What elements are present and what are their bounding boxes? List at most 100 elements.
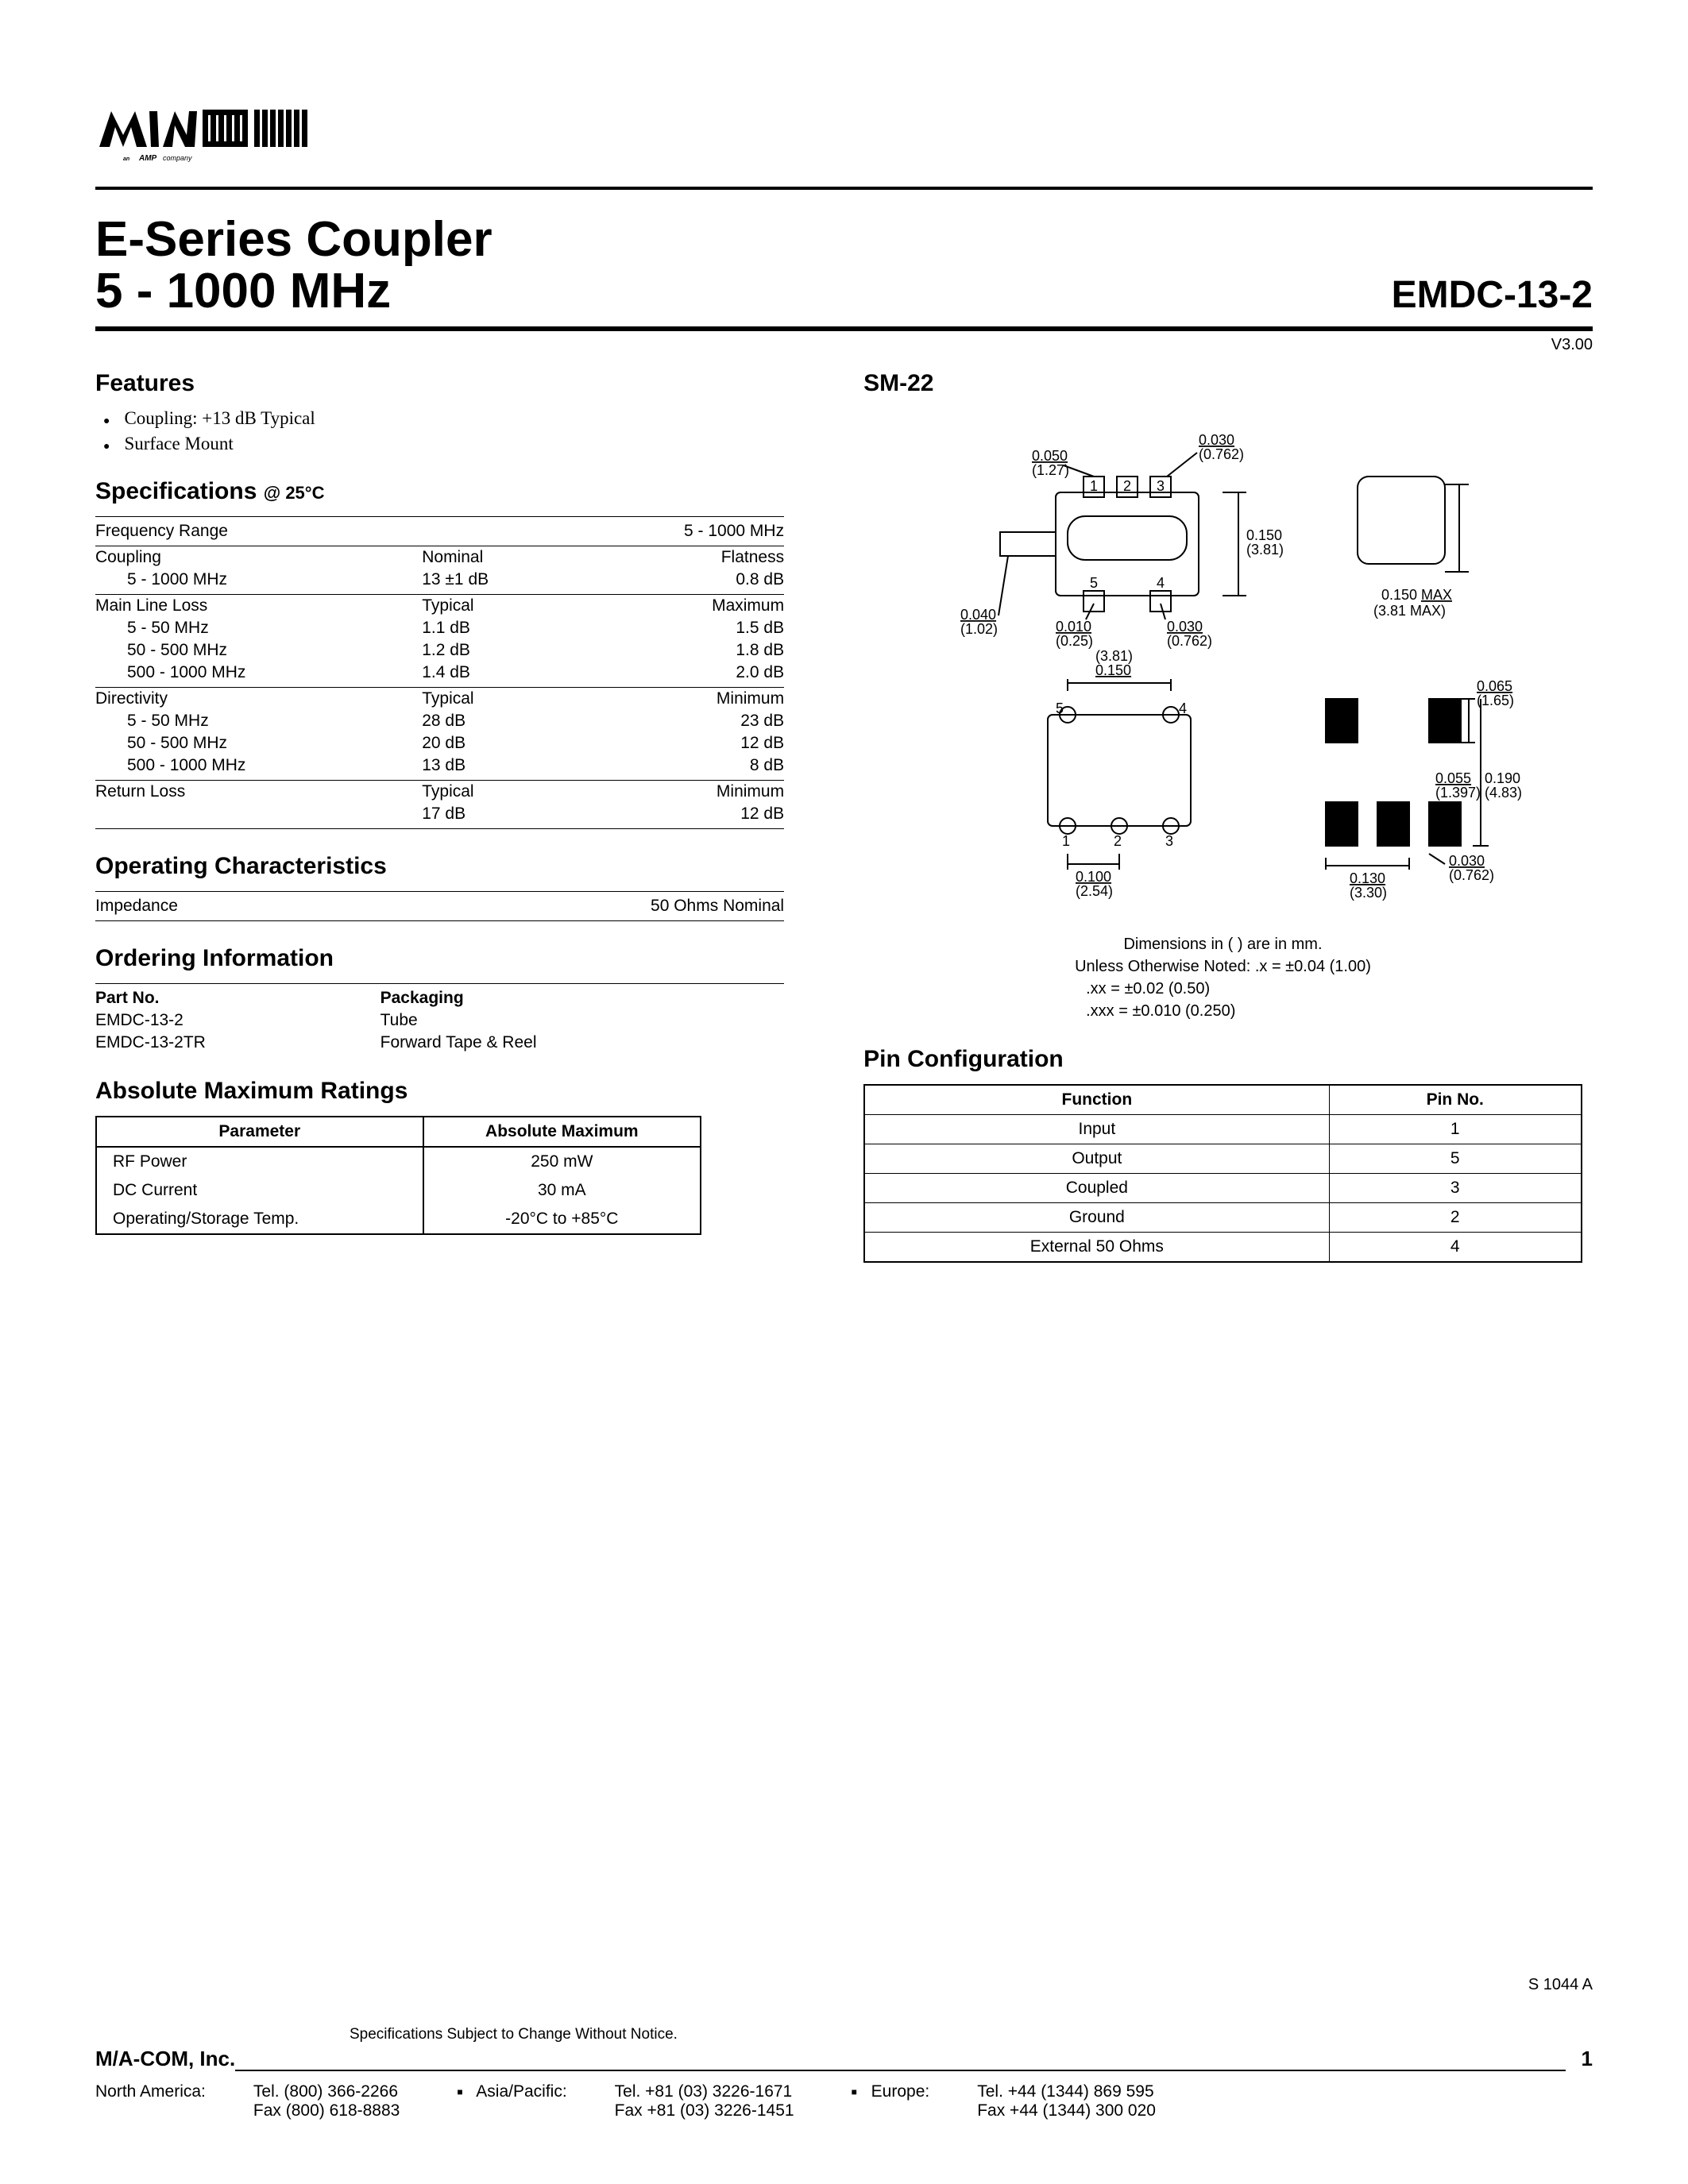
spec-row-c3: 2.0 dB: [566, 662, 784, 688]
bullet-icon: ■: [457, 2086, 462, 2097]
svg-text:(2.54): (2.54): [1076, 883, 1113, 899]
svg-text:(0.762): (0.762): [1199, 446, 1244, 462]
svg-text:0.055: 0.055: [1435, 770, 1471, 786]
pin-table: Function Pin No. Input1 Output5 Coupled3…: [863, 1084, 1582, 1263]
spec-col2: Typical: [422, 688, 566, 711]
ordering-pkg: Forward Tape & Reel: [380, 1032, 784, 1054]
svg-text:company: company: [163, 154, 192, 162]
spec-col3: Minimum: [566, 781, 784, 804]
spec-row-c2: 20 dB: [422, 732, 566, 754]
rule-top: [95, 187, 1593, 190]
amr-col1: Parameter: [96, 1117, 423, 1147]
opchar-value: 50 Ohms Nominal: [358, 892, 784, 921]
spec-row-label: 5 - 50 MHz: [95, 617, 422, 639]
amr-param: DC Current: [96, 1176, 423, 1205]
spec-group-label: Coupling: [95, 546, 422, 569]
ap-tel: Tel. +81 (03) 3226-1671: [615, 2082, 794, 2101]
footer-company: M/A-COM, Inc.: [95, 2047, 235, 2071]
svg-text:(0.762): (0.762): [1449, 867, 1494, 883]
svg-text:0.040: 0.040: [960, 607, 996, 623]
pin-col2: Pin No.: [1329, 1085, 1582, 1115]
logo: an AMP company: [95, 103, 1593, 179]
svg-text:0.030: 0.030: [1167, 619, 1203, 635]
svg-text:1: 1: [1090, 478, 1098, 494]
spec-row-label: 50 - 500 MHz: [95, 732, 422, 754]
spec-row-c3: 12 dB: [566, 803, 784, 829]
svg-text:5: 5: [1056, 700, 1064, 716]
svg-text:0.010: 0.010: [1056, 619, 1091, 635]
svg-text:4: 4: [1179, 700, 1187, 716]
amr-value: -20°C to +85°C: [423, 1205, 701, 1234]
title-row: E-Series Coupler 5 - 1000 MHz EMDC-13-2: [95, 214, 1593, 317]
specs-heading: Specifications @ 25°C: [95, 478, 784, 505]
dim-note-1: Dimensions in ( ) are in mm.: [863, 933, 1582, 955]
na-tel: Tel. (800) 366-2266: [253, 2082, 400, 2101]
svg-text:4: 4: [1157, 575, 1165, 591]
svg-text:(0.25): (0.25): [1056, 633, 1093, 649]
spec-row-c3: 1.5 dB: [566, 617, 784, 639]
pin-no: 3: [1329, 1174, 1582, 1203]
spec-group-label: Main Line Loss: [95, 595, 422, 618]
spec-row-c2: 13 dB: [422, 754, 566, 781]
svg-text:3: 3: [1165, 833, 1173, 849]
spec-row-c2: 13 ±1 dB: [422, 569, 566, 595]
spec-row-label: 50 - 500 MHz: [95, 639, 422, 662]
footer-spec-note: Specifications Subject to Change Without…: [350, 2026, 1593, 2043]
ordering-table: Part No. Packaging EMDC-13-2Tube EMDC-13…: [95, 983, 784, 1054]
specs-at: @ 25°C: [264, 483, 325, 503]
dim-note-4: .xxx = ±0.010 (0.250): [863, 1000, 1582, 1022]
svg-text:AMP: AMP: [138, 154, 157, 163]
spec-row-label: 5 - 50 MHz: [95, 710, 422, 732]
spec-row-c2: 17 dB: [422, 803, 566, 829]
spec-row-c3: 1.8 dB: [566, 639, 784, 662]
pin-no: 5: [1329, 1144, 1582, 1174]
page-title: E-Series Coupler 5 - 1000 MHz: [95, 214, 492, 317]
spec-row-c3: 0.8 dB: [566, 569, 784, 595]
dim-note-3: .xx = ±0.02 (0.50): [863, 978, 1582, 1000]
pin-func: Input: [864, 1115, 1329, 1144]
pin-no: 2: [1329, 1203, 1582, 1233]
svg-text:an: an: [123, 156, 129, 162]
spec-col3: Minimum: [566, 688, 784, 711]
svg-text:(3.81): (3.81): [1095, 648, 1133, 664]
package-heading: SM-22: [863, 370, 1582, 397]
svg-text:1: 1: [1062, 833, 1070, 849]
spec-row-c3: 8 dB: [566, 754, 784, 781]
pin-no: 4: [1329, 1233, 1582, 1263]
freq-label: Frequency Range: [95, 517, 422, 546]
svg-text:0.100: 0.100: [1076, 869, 1111, 885]
sm22-drawing-icon: 1 2 3 5 4 0.050 (1.27) 0.030 (0.762): [913, 413, 1532, 905]
pins-heading: Pin Configuration: [863, 1046, 1582, 1073]
right-column: SM-22 1 2 3 5 4: [863, 370, 1582, 1263]
pin-col1: Function: [864, 1085, 1329, 1115]
ordering-pkg: Tube: [380, 1009, 784, 1032]
eu-tel: Tel. +44 (1344) 869 595: [977, 2082, 1156, 2101]
spec-row-label: 500 - 1000 MHz: [95, 754, 422, 781]
ordering-col2: Packaging: [380, 984, 784, 1010]
amr-heading: Absolute Maximum Ratings: [95, 1078, 784, 1105]
svg-text:(1.02): (1.02): [960, 621, 998, 637]
svg-text:3: 3: [1157, 478, 1165, 494]
title-line1: E-Series Coupler: [95, 214, 492, 265]
opchar-table: Impedance 50 Ohms Nominal: [95, 891, 784, 921]
spec-group-label: Return Loss: [95, 781, 422, 804]
ordering-col1: Part No.: [95, 984, 380, 1010]
na-fax: Fax (800) 618-8883: [253, 2101, 400, 2120]
amr-param: RF Power: [96, 1147, 423, 1176]
spec-row-c2: 1.4 dB: [422, 662, 566, 688]
features-list: Coupling: +13 dB Typical Surface Mount: [95, 408, 784, 454]
spec-row-c2: 28 dB: [422, 710, 566, 732]
svg-text:(4.83): (4.83): [1485, 785, 1522, 801]
specs-heading-text: Specifications: [95, 478, 257, 504]
svg-text:0.030: 0.030: [1199, 432, 1234, 448]
opchar-heading: Operating Characteristics: [95, 853, 784, 880]
pin-no: 1: [1329, 1115, 1582, 1144]
specs-table: Frequency Range 5 - 1000 MHz Coupling No…: [95, 516, 784, 829]
svg-text:2: 2: [1114, 833, 1122, 849]
feature-item: Surface Mount: [103, 434, 784, 454]
amr-value: 250 mW: [423, 1147, 701, 1176]
amr-param: Operating/Storage Temp.: [96, 1205, 423, 1234]
svg-text:0.190: 0.190: [1485, 770, 1520, 786]
macom-logo-icon: an AMP company: [95, 103, 365, 175]
svg-text:(3.81 MAX): (3.81 MAX): [1373, 603, 1446, 619]
